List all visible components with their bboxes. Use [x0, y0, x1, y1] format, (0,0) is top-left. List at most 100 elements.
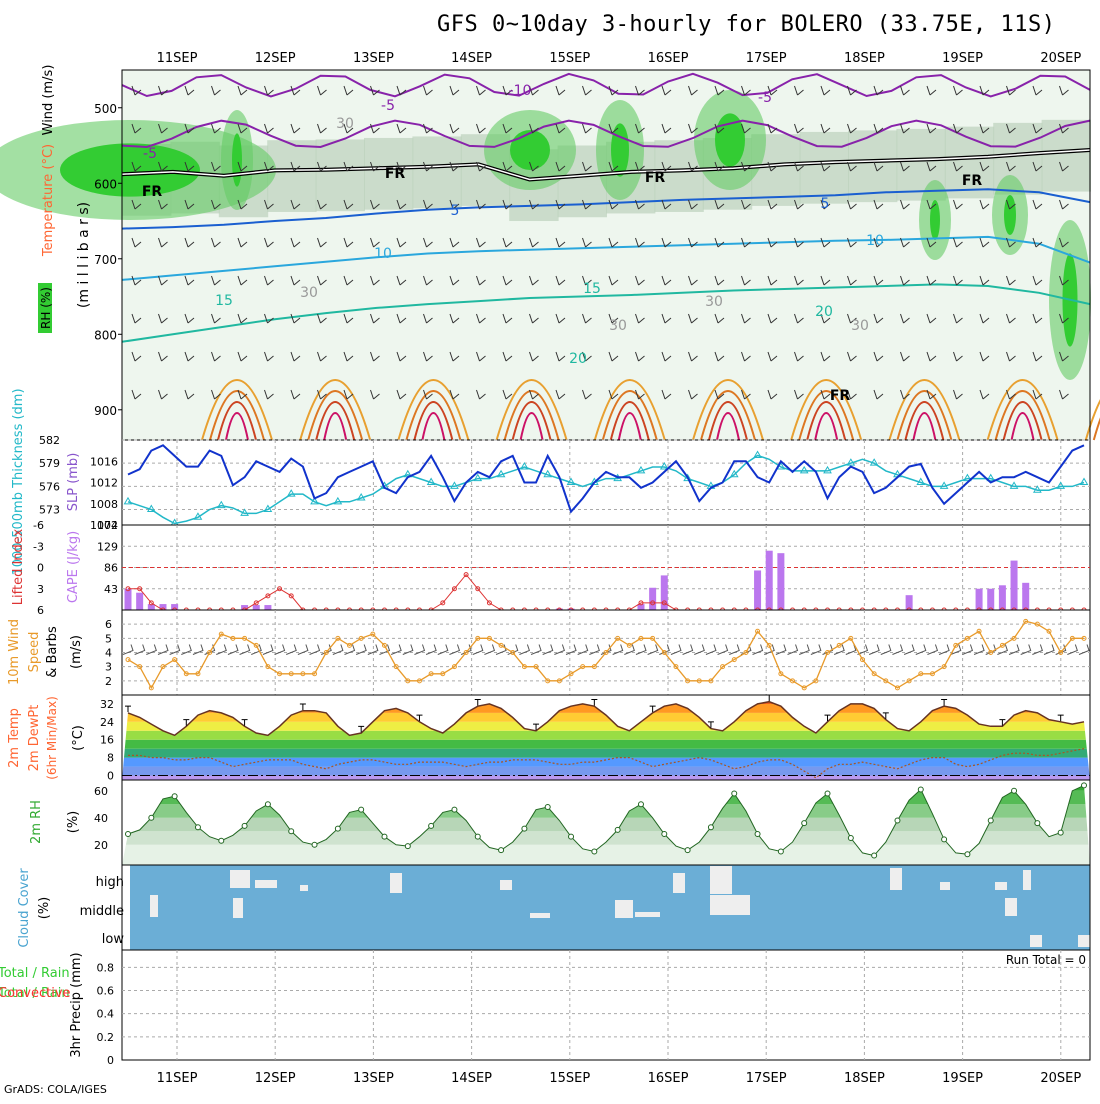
upper-wind-barb — [847, 123, 857, 134]
upper-wind-barb — [264, 313, 274, 324]
temp-arch-7-3 — [912, 412, 937, 441]
rh2m-marker — [1081, 782, 1087, 789]
wind10m-marker — [720, 664, 726, 670]
upper-wind-barb — [608, 199, 619, 210]
upper-wind-barb — [184, 313, 195, 324]
upper-wind-barb — [714, 85, 725, 96]
upper-wind-barb — [979, 161, 990, 172]
upper-wind-barb — [423, 161, 433, 172]
rh-blob-inner-2 — [510, 130, 550, 170]
upper-wind-barb — [820, 199, 831, 210]
wind10m-marker — [1069, 635, 1075, 641]
temp2m-minmax-bar — [416, 714, 423, 722]
wind10m-barb — [694, 644, 705, 655]
temp-arch-4-3 — [617, 412, 642, 441]
upper-wind-barb — [820, 123, 831, 134]
upper-wind-barb — [158, 237, 168, 248]
upper-wind-barb — [131, 313, 142, 324]
wind10m-marker — [999, 642, 1005, 648]
wind10m-marker — [929, 671, 935, 677]
upper-wind-barb — [794, 199, 804, 210]
wind10m-marker — [521, 664, 527, 670]
upper-wind-barb — [926, 123, 937, 134]
temp-arch-2-1 — [405, 390, 462, 441]
wind10m-barb — [1008, 644, 1020, 655]
wind10m-marker — [335, 635, 341, 641]
temp2m-minmax-bar — [824, 714, 831, 722]
wind10m-marker — [172, 657, 178, 663]
upper-wind-barb — [926, 237, 937, 248]
rh2m-marker — [451, 806, 458, 813]
wind10m-barb — [635, 644, 647, 655]
upper-wind-barb — [741, 313, 751, 324]
thickness-marker — [939, 481, 949, 489]
upper-wind-barb — [555, 351, 566, 362]
cloud-block-2 — [150, 895, 158, 917]
upper-wind-barb — [158, 123, 168, 134]
upper-air-ylabel-temperature: Temperature (°C) — [41, 144, 56, 257]
upper-wind-barb — [794, 389, 804, 400]
upper-wind-barb — [714, 313, 725, 324]
wind10m-marker — [906, 678, 912, 684]
upper-wind-barb — [847, 313, 857, 324]
upper-wind-barb — [396, 161, 407, 172]
date-label-top-11SEP: 11SEP — [157, 51, 198, 66]
upper-air-ytick-900: 900 — [94, 404, 117, 418]
wind10m-marker — [894, 685, 900, 691]
cape-ylabel: CAPE (J/kg) — [66, 531, 81, 603]
upper-air-ylabel-rh: RH (%) — [39, 287, 53, 329]
upper-wind-barb — [661, 123, 672, 134]
wind10m-marker — [125, 657, 131, 663]
dewpoint-line — [128, 748, 1085, 779]
li-ylabel: Lifted Index — [11, 528, 26, 605]
wind10m-marker — [1058, 650, 1064, 655]
upper-wind-barb — [741, 199, 751, 210]
upper-wind-barb — [608, 275, 619, 286]
upper-wind-barb — [635, 313, 645, 324]
upper-wind-barb — [423, 351, 433, 362]
upper-wind-barb — [290, 351, 301, 362]
upper-wind-barb — [873, 275, 884, 286]
cloud-block-16 — [1005, 898, 1017, 916]
upper-wind-barb — [767, 85, 778, 96]
slp-ytick-1012: 1012 — [90, 477, 118, 490]
cape-bar — [124, 588, 132, 610]
upper-wind-barb — [1006, 389, 1016, 400]
upper-wind-barb — [184, 199, 195, 210]
upper-wind-barb — [582, 85, 592, 96]
cloud-block-13 — [710, 895, 750, 915]
upper-wind-barb — [635, 123, 645, 134]
temp-arch-1-2 — [315, 401, 356, 441]
upper-wind-barb — [370, 351, 380, 362]
upper-wind-barb — [529, 313, 539, 324]
temp2m-minmax-bar — [241, 719, 248, 726]
upper-wind-barb — [211, 199, 221, 210]
rh2m-marker — [381, 833, 388, 840]
upper-wind-barb — [343, 85, 354, 96]
wind10m-marker — [545, 678, 551, 684]
li-ytick--3: -3 — [33, 540, 44, 553]
wind10m-barb — [355, 644, 367, 655]
contour-label-5: 5 — [451, 203, 460, 219]
wind10m-marker — [813, 678, 819, 684]
upper-wind-barb — [1006, 161, 1016, 172]
wind10m-barb — [845, 644, 857, 655]
upper-wind-barb — [343, 199, 354, 210]
wind10m-barb — [169, 644, 181, 655]
upper-wind-barb — [396, 123, 407, 134]
cape-bar — [147, 604, 155, 610]
upper-wind-barb — [635, 237, 645, 248]
temp-arch-6-3 — [814, 412, 839, 441]
precip-ylabel-c: 3hr Precip (mm) — [69, 952, 84, 1057]
wind10m-barb — [833, 644, 845, 655]
upper-wind-barb — [741, 85, 751, 96]
wind10m-marker — [405, 678, 411, 684]
wind10m-barb — [286, 644, 297, 655]
date-label-bottom-12SEP: 12SEP — [255, 1071, 296, 1086]
wind10m-barb — [880, 644, 892, 655]
upper-wind-barb — [449, 85, 460, 96]
cloud-block-6 — [390, 873, 402, 893]
upper-wind-barb — [131, 85, 142, 96]
upper-wind-barb — [979, 123, 990, 134]
upper-wind-barb — [1032, 389, 1043, 400]
